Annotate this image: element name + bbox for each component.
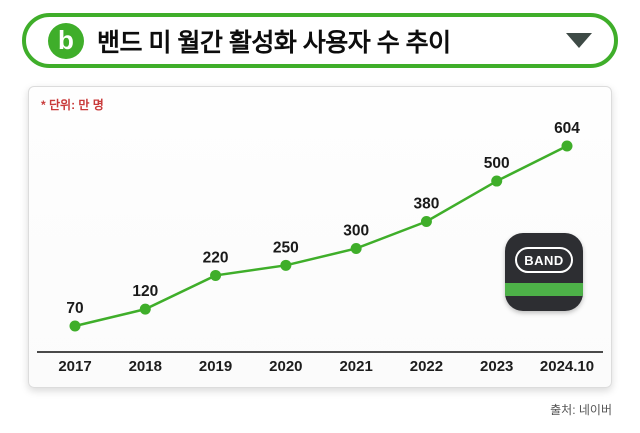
data-point bbox=[561, 140, 573, 152]
x-axis-label: 2023 bbox=[480, 358, 514, 375]
x-axis-label: 2021 bbox=[339, 358, 373, 375]
header: b 밴드 미 월간 활성화 사용자 수 추이 bbox=[22, 13, 618, 68]
data-point bbox=[350, 242, 362, 254]
data-point bbox=[210, 269, 222, 281]
value-label: 70 bbox=[66, 300, 83, 317]
band-oval-logo: BAND bbox=[515, 247, 573, 273]
line-chart: 70 120 220 250 300 380 500 604 bbox=[66, 120, 580, 332]
value-label: 300 bbox=[343, 222, 369, 239]
data-point bbox=[280, 259, 292, 271]
data-point bbox=[420, 216, 432, 228]
x-axis-labels: 2017 2018 2019 2020 2021 2022 2023 2024.10 bbox=[29, 358, 613, 382]
chevron-down-icon bbox=[566, 33, 592, 48]
band-logo-letter: b bbox=[58, 24, 74, 55]
value-label: 500 bbox=[484, 155, 510, 172]
x-axis-label: 2020 bbox=[269, 358, 303, 375]
data-point bbox=[491, 175, 503, 187]
band-green-stripe bbox=[505, 283, 583, 296]
x-axis-label: 2024.10 bbox=[539, 358, 595, 375]
data-point bbox=[69, 320, 81, 332]
x-axis-label: 2019 bbox=[198, 358, 233, 375]
chart-card: * 단위: 만 명 70 120 220 250 300 380 500 604 BAND 2… bbox=[28, 86, 612, 388]
value-label: 604 bbox=[554, 120, 580, 137]
band-app-icon: BAND bbox=[505, 233, 583, 311]
value-label: 120 bbox=[132, 283, 158, 300]
value-label: 380 bbox=[413, 196, 439, 213]
x-axis-label: 2017 bbox=[58, 358, 92, 375]
band-logo-icon: b bbox=[48, 22, 84, 59]
x-axis-label: 2018 bbox=[128, 358, 162, 375]
value-label: 220 bbox=[203, 249, 229, 266]
unit-note: * 단위: 만 명 bbox=[41, 98, 104, 112]
band-logo-text: BAND bbox=[524, 252, 564, 268]
trend-line bbox=[74, 144, 568, 328]
value-label: 250 bbox=[273, 239, 299, 256]
x-axis-line bbox=[37, 351, 603, 353]
data-point bbox=[139, 303, 151, 315]
page-title: 밴드 미 월간 활성화 사용자 수 추이 bbox=[97, 28, 451, 57]
x-axis-label: 2022 bbox=[409, 358, 444, 375]
source-text: 출처: 네이버 bbox=[550, 403, 612, 417]
